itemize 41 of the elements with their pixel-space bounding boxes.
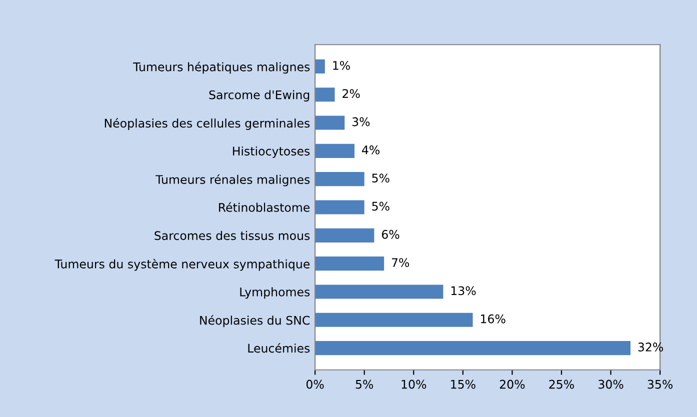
bar bbox=[315, 256, 384, 271]
data-label: 3% bbox=[352, 117, 370, 126]
y-tick-label: Leucémies bbox=[248, 343, 310, 353]
x-tick-label: 20% bbox=[500, 380, 525, 389]
bar bbox=[315, 312, 473, 327]
data-label: 4% bbox=[362, 145, 380, 154]
data-label: 13% bbox=[451, 286, 476, 296]
data-label: 2% bbox=[342, 89, 360, 98]
y-tick-label: Tumeurs hépatiques malignes bbox=[133, 62, 310, 74]
y-tick-label: Tumeurs du système nerveux sympathique bbox=[54, 258, 310, 271]
bar bbox=[315, 88, 335, 102]
x-tick-label: 0% bbox=[306, 380, 324, 389]
data-label: 16% bbox=[481, 314, 506, 324]
bar bbox=[315, 172, 364, 186]
y-tick-label: Histiocytoses bbox=[233, 146, 310, 158]
bar bbox=[315, 59, 325, 74]
y-tick-label: Sarcome d'Ewing bbox=[209, 90, 310, 102]
x-tick-label: 5% bbox=[356, 380, 374, 389]
y-tick-label: Lymphomes bbox=[240, 287, 310, 299]
y-tick-label: Rétinoblastome bbox=[219, 202, 310, 212]
x-tick-label: 35% bbox=[648, 380, 673, 389]
y-tick-label: Néoplasies du SNC bbox=[200, 315, 310, 328]
data-label: 32% bbox=[638, 342, 664, 352]
bar bbox=[315, 284, 444, 299]
data-label: 1% bbox=[333, 60, 350, 70]
x-tick-label: 30% bbox=[598, 380, 624, 389]
x-tick-label: 25% bbox=[549, 380, 574, 389]
data-label: 6% bbox=[382, 230, 400, 239]
bar bbox=[315, 144, 354, 158]
bar bbox=[315, 228, 374, 242]
x-tick-label: 10% bbox=[402, 380, 426, 389]
y-tick-label: Néoplasies des cellules germinales bbox=[104, 118, 310, 130]
x-tick-label: 15% bbox=[451, 380, 476, 389]
bar bbox=[315, 116, 345, 130]
bar bbox=[315, 200, 364, 214]
data-label: 7% bbox=[392, 258, 410, 267]
y-tick-label: Sarcomes des tissus mous bbox=[154, 230, 310, 240]
bar bbox=[315, 341, 630, 356]
data-label: 5% bbox=[372, 174, 390, 183]
y-tick-label: Tumeurs rénales malignes bbox=[156, 174, 310, 186]
data-label: 5% bbox=[372, 202, 390, 211]
